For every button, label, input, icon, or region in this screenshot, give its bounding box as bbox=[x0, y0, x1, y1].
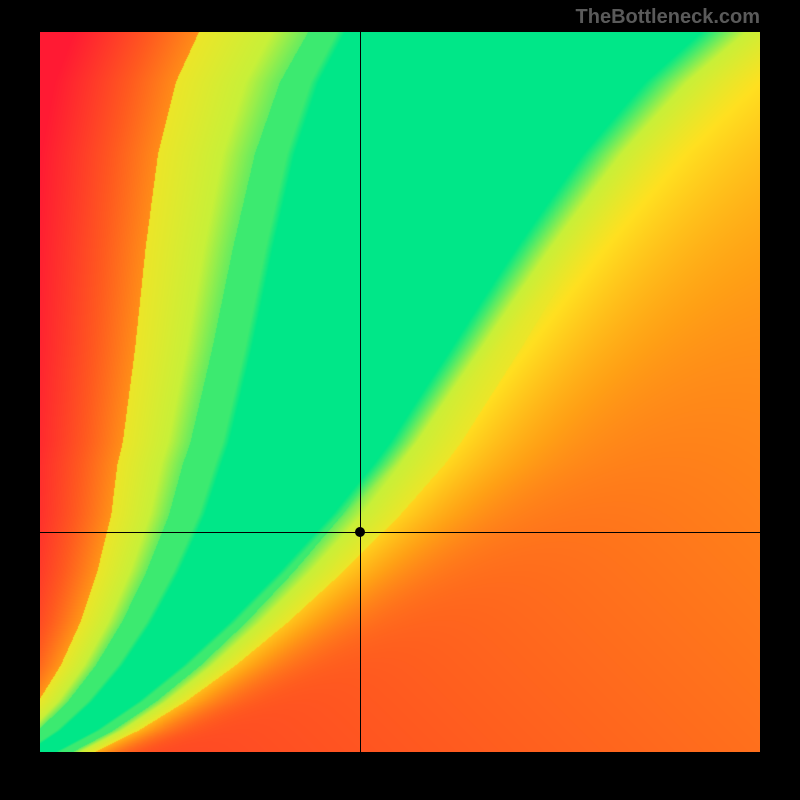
crosshair-horizontal-line bbox=[40, 532, 760, 533]
heatmap-container bbox=[40, 32, 760, 752]
heatmap-canvas bbox=[40, 32, 760, 752]
watermark-text: TheBottleneck.com bbox=[576, 6, 760, 29]
crosshair-vertical-line bbox=[360, 32, 361, 752]
crosshair-marker bbox=[355, 527, 365, 537]
